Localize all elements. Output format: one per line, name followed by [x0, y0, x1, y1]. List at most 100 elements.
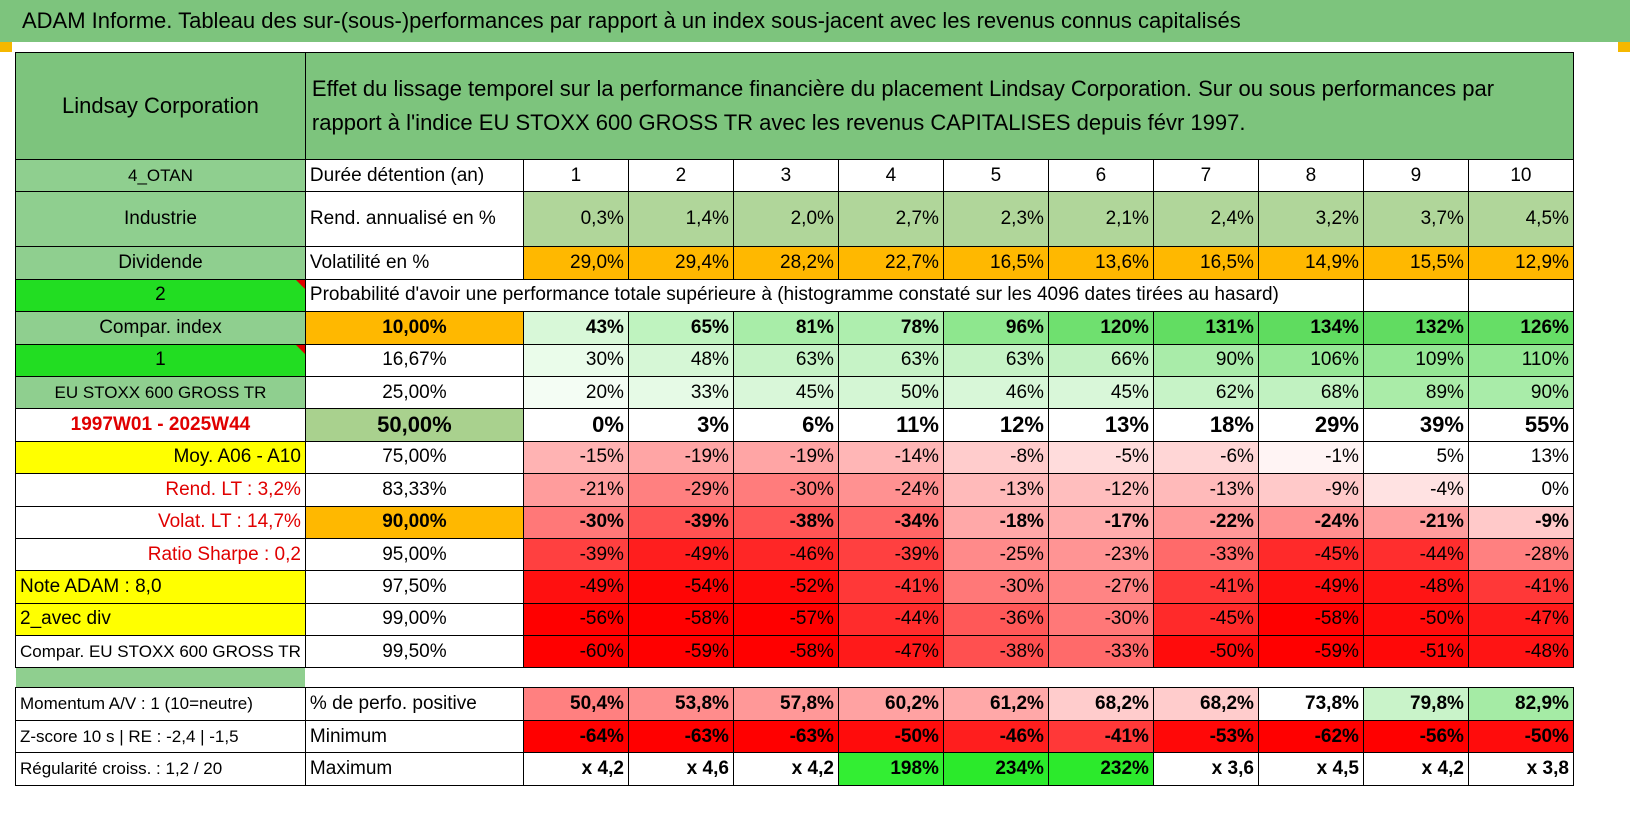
- gap-cell: [733, 668, 838, 688]
- quantile-cell: 90%: [1467, 375, 1574, 410]
- quantile-cell: -4%: [1362, 473, 1469, 507]
- gap-cell: [628, 668, 733, 688]
- year-cell: 5: [942, 158, 1049, 193]
- quantile-cell: -59%: [1257, 635, 1364, 669]
- quantile-cell: -50%: [1152, 635, 1259, 669]
- quantile-cell: -18%: [942, 505, 1049, 539]
- quantile-cell: 0%: [522, 408, 629, 442]
- quantile-cell: 29%: [1257, 408, 1364, 442]
- quantile-cell: 13%: [1467, 440, 1574, 475]
- quantile-label: 83,33%: [304, 473, 524, 507]
- year-cell: 6: [1047, 158, 1154, 193]
- year-cell: 3: [732, 158, 839, 193]
- quantile-cell: -49%: [1257, 570, 1364, 604]
- gap-cell: [523, 668, 628, 688]
- quantile-cell: -45%: [1152, 602, 1259, 637]
- quantile-cell: -12%: [1047, 473, 1154, 507]
- bottom-cell: -50%: [837, 719, 944, 754]
- quantile-cell: -33%: [1152, 537, 1259, 572]
- quantile-cell: 63%: [837, 343, 944, 377]
- bottom-cell: -63%: [627, 719, 734, 754]
- quantile-cell: -47%: [1467, 602, 1574, 637]
- quantile-cell: 30%: [522, 343, 629, 377]
- rend-cell: 1,4%: [627, 191, 734, 248]
- bottom-cell: 57,8%: [732, 687, 839, 721]
- quantile-cell: 132%: [1362, 311, 1469, 345]
- quantile-cell: -38%: [942, 635, 1049, 669]
- quantile-cell: -51%: [1362, 635, 1469, 669]
- selector-two[interactable]: 2: [15, 278, 306, 313]
- quantile-cell: 126%: [1467, 311, 1574, 345]
- bottom-row-label: Maximum: [304, 752, 524, 786]
- bottom-cell: -50%: [1467, 719, 1574, 754]
- bottom-cell: 198%: [837, 752, 944, 786]
- quantile-cell: -44%: [1362, 537, 1469, 572]
- quantile-cell: 110%: [1467, 343, 1574, 377]
- quantile-label: 99,50%: [304, 635, 524, 669]
- quantile-cell: -46%: [732, 537, 839, 572]
- bottom-cell: x 4,2: [1362, 752, 1469, 786]
- quantile-cell: -45%: [1257, 537, 1364, 572]
- rend-cell: 2,7%: [837, 191, 944, 248]
- quantile-label: 16,67%: [304, 343, 524, 377]
- quantile-cell: -30%: [1047, 602, 1154, 637]
- quantile-cell: -21%: [522, 473, 629, 507]
- quantile-cell: -6%: [1152, 440, 1259, 475]
- quantile-cell: 43%: [522, 311, 629, 345]
- side-label-avec-div: 2_avec div: [15, 602, 306, 637]
- vol-cell: 16,5%: [942, 246, 1049, 280]
- quantile-cell: -30%: [522, 505, 629, 539]
- bottom-cell: 82,9%: [1467, 687, 1574, 721]
- bottom-cell: -64%: [522, 719, 629, 754]
- quantile-cell: -17%: [1047, 505, 1154, 539]
- quantile-cell: 131%: [1152, 311, 1259, 345]
- quantile-cell: -22%: [1152, 505, 1259, 539]
- year-cell: 1: [522, 158, 629, 193]
- quantile-label: 75,00%: [304, 440, 524, 475]
- bottom-cell: -53%: [1152, 719, 1259, 754]
- rend-cell: 4,5%: [1467, 191, 1574, 248]
- bottom-cell: x 3,6: [1152, 752, 1259, 786]
- side-label-compar-index: Compar. index: [15, 311, 306, 345]
- side-label-one[interactable]: 1: [15, 343, 306, 377]
- quantile-cell: 33%: [627, 375, 734, 410]
- quantile-cell: 96%: [942, 311, 1049, 345]
- quantile-label: 50,00%: [304, 408, 524, 442]
- bottom-cell: 79,8%: [1362, 687, 1469, 721]
- right-corner-mark: [1618, 42, 1630, 52]
- gap-cell: [1258, 668, 1363, 688]
- quantile-cell: -13%: [942, 473, 1049, 507]
- gap-cell: [838, 668, 943, 688]
- quantile-cell: 81%: [732, 311, 839, 345]
- quantile-cell: -27%: [1047, 570, 1154, 604]
- quantile-cell: 78%: [837, 311, 944, 345]
- bottom-cell: 68,2%: [1047, 687, 1154, 721]
- vol-cell: 12,9%: [1467, 246, 1574, 280]
- quantile-cell: -60%: [522, 635, 629, 669]
- quantile-cell: 12%: [942, 408, 1049, 442]
- quantile-cell: 46%: [942, 375, 1049, 410]
- quantile-cell: -9%: [1467, 505, 1574, 539]
- quantile-cell: -57%: [732, 602, 839, 637]
- bottom-cell: 53,8%: [627, 687, 734, 721]
- quantile-cell: 45%: [1047, 375, 1154, 410]
- bottom-cell: x 3,8: [1467, 752, 1574, 786]
- performance-table: Lindsay Corporation Effet du lissage tem…: [15, 52, 1574, 786]
- side-label-sharpe: Ratio Sharpe : 0,2: [15, 537, 306, 572]
- bottom-cell: x 4,5: [1257, 752, 1364, 786]
- gap-cell: [1153, 668, 1258, 688]
- quantile-cell: -5%: [1047, 440, 1154, 475]
- quantile-cell: -41%: [1152, 570, 1259, 604]
- quantile-cell: -13%: [1152, 473, 1259, 507]
- quantile-cell: -44%: [837, 602, 944, 637]
- quantile-cell: -19%: [732, 440, 839, 475]
- year-cell: 7: [1152, 158, 1259, 193]
- quantile-cell: 65%: [627, 311, 734, 345]
- bottom-cell: x 4,2: [732, 752, 839, 786]
- side-label-note: Note ADAM : 8,0: [15, 570, 306, 604]
- quantile-cell: -15%: [522, 440, 629, 475]
- bottom-cell: x 4,2: [522, 752, 629, 786]
- bottom-row-label: Minimum: [304, 719, 524, 754]
- bottom-cell: -63%: [732, 719, 839, 754]
- quantile-cell: -28%: [1467, 537, 1574, 572]
